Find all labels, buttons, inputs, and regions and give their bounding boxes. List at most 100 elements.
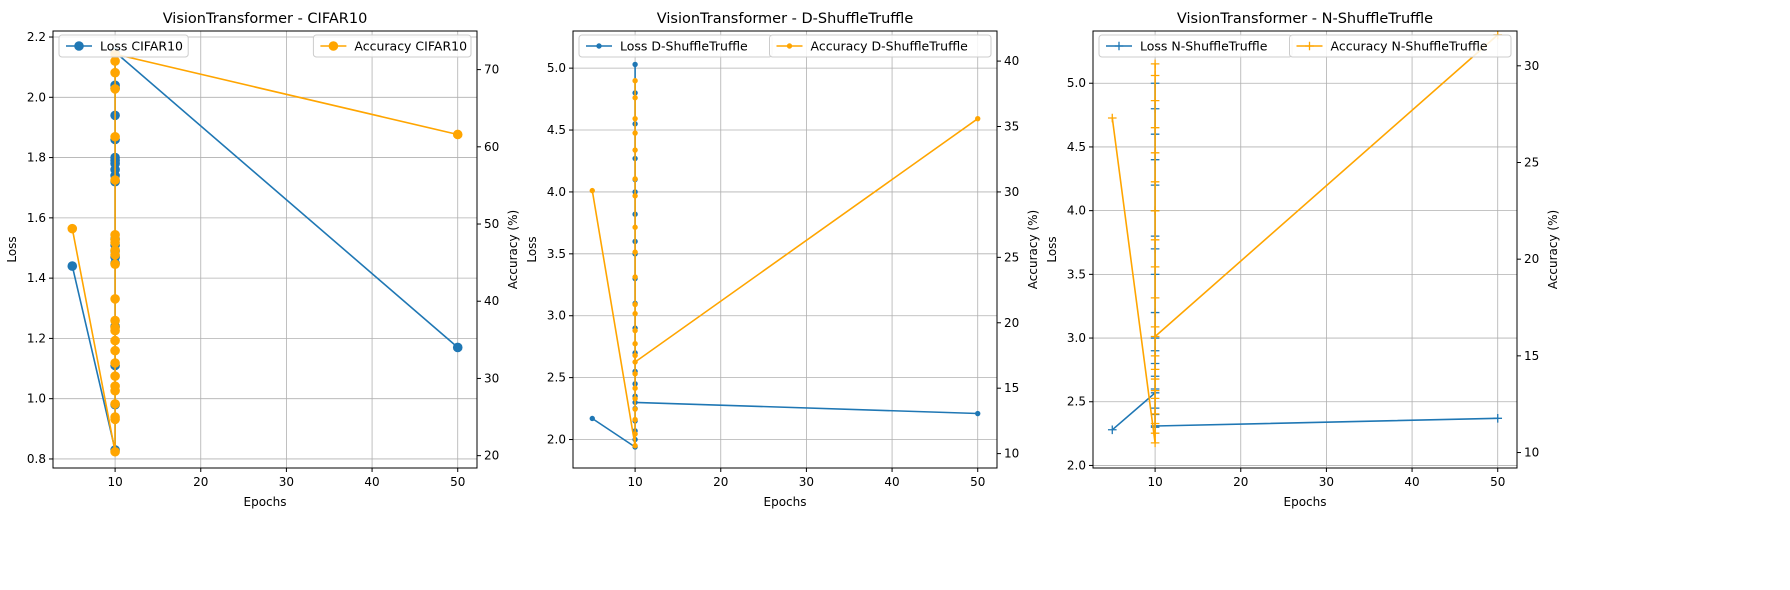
legend-marker — [328, 41, 339, 51]
y-axis-label: Loss — [5, 236, 19, 262]
legend-marker — [1305, 41, 1314, 51]
data-point — [110, 175, 120, 185]
x-tick-label: 40 — [884, 475, 899, 489]
plot-frame — [572, 30, 998, 469]
legend-loss: Loss D-ShuffleTruffle — [578, 34, 773, 58]
data-point — [632, 61, 638, 68]
x-tick-label: 50 — [1490, 475, 1505, 489]
y2-tick-label: 25 — [1004, 250, 1019, 264]
y2-tick-label: 20 — [484, 449, 499, 463]
y-tick-label: 2.2 — [27, 30, 46, 44]
y-tick-label: 4.0 — [1067, 204, 1086, 218]
data-point — [1150, 71, 1160, 80]
x-tick-label: 20 — [1233, 475, 1248, 489]
data-point — [1150, 262, 1160, 272]
data-point — [632, 359, 638, 365]
legend-label: Loss D-ShuffleTruffle — [620, 39, 748, 54]
data-point — [1150, 386, 1160, 395]
y-axis-label: Loss — [525, 236, 539, 262]
data-point — [110, 259, 120, 269]
data-point — [110, 446, 120, 457]
y-tick-label: 3.5 — [1067, 267, 1086, 281]
x-tick-label: 50 — [450, 475, 465, 489]
y-tick-label: 4.0 — [547, 185, 566, 199]
legend-box — [58, 34, 189, 58]
x-tick-label: 20 — [193, 475, 208, 489]
data-point — [1150, 394, 1160, 403]
y-tick-label: 1.2 — [27, 331, 46, 345]
data-point — [632, 249, 638, 255]
legend-loss: Loss CIFAR10 — [58, 34, 189, 58]
data-point — [1150, 374, 1160, 384]
data-point — [1150, 409, 1160, 419]
data-point — [110, 381, 120, 391]
data-point — [452, 342, 463, 353]
legend-marker — [786, 43, 793, 49]
data-point — [975, 115, 981, 122]
y2-tick-label: 25 — [1524, 155, 1539, 169]
legend-label: Loss CIFAR10 — [100, 39, 183, 54]
y2-tick-label: 50 — [484, 217, 499, 231]
legend-accuracy: Accuracy N-ShuffleTruffle — [1289, 34, 1512, 58]
y2-axis-label: Accuracy (%) — [1026, 210, 1040, 289]
legend-marker — [1114, 41, 1124, 51]
data-point — [110, 335, 120, 346]
chart-panel-2: 10 20 30 40 50 2.0 2.5 3.0 3.5 4.0 4.5 5.0 10 15 20 25 3… — [525, 11, 1040, 509]
x-tick-label: 10 — [627, 475, 642, 489]
data-point — [632, 147, 638, 153]
y2-tick-label: 30 — [1004, 185, 1019, 199]
y2-tick-label: 30 — [484, 371, 499, 385]
data-point — [589, 187, 595, 194]
data-point — [110, 294, 120, 304]
y2-tick-label: 20 — [1524, 252, 1539, 266]
y-tick-label: 0.8 — [27, 452, 46, 466]
data-point — [632, 385, 638, 391]
chart-title: VisionTransformer - CIFAR10 — [163, 11, 368, 27]
y-tick-label: 3.5 — [547, 247, 566, 261]
y2-tick-label: 70 — [484, 63, 499, 77]
data-point — [632, 310, 638, 317]
data-point — [1150, 235, 1160, 245]
y2-tick-label: 15 — [1524, 349, 1539, 363]
y2-tick-label: 10 — [1524, 446, 1539, 460]
data-point — [1150, 438, 1160, 448]
x-tick-label: 50 — [970, 475, 985, 489]
legend-accuracy: Accuracy D-ShuffleTruffle — [769, 34, 992, 58]
y-tick-label: 3.0 — [1067, 331, 1086, 345]
data-point — [452, 129, 463, 140]
y-tick-label: 3.0 — [547, 309, 566, 323]
y-tick-label: 2.5 — [547, 371, 566, 385]
y-tick-label: 2.0 — [1067, 458, 1086, 472]
x-axis-label: Epochs — [244, 495, 287, 509]
data-point — [110, 230, 120, 240]
legend-box — [1289, 34, 1512, 58]
y2-tick-label: 40 — [484, 294, 499, 308]
data-point — [632, 130, 638, 136]
legend-box — [312, 34, 472, 58]
y2-axis-label: Accuracy (%) — [1546, 210, 1560, 289]
data-point — [110, 371, 120, 381]
data-point — [632, 176, 638, 182]
chart-title: VisionTransformer - N-ShuffleTruffle — [1177, 11, 1433, 27]
data-point — [589, 415, 595, 422]
x-tick-label: 30 — [1319, 475, 1334, 489]
x-tick-label: 40 — [364, 475, 379, 489]
plot-frame — [52, 30, 478, 469]
legend-label: Accuracy D-ShuffleTruffle — [811, 39, 969, 54]
y-tick-label: 5.0 — [1067, 76, 1086, 90]
data-point — [1150, 322, 1160, 332]
data-point — [110, 345, 120, 356]
plot-frame — [1092, 30, 1518, 469]
series-line-accuracy — [591, 79, 979, 447]
data-point — [632, 443, 638, 449]
data-point — [1150, 428, 1160, 438]
series-line-loss — [71, 51, 459, 451]
x-tick-label: 10 — [107, 475, 122, 489]
y-tick-label: 1.6 — [27, 211, 46, 225]
data-point — [632, 341, 638, 347]
y-tick-label: 1.0 — [27, 392, 46, 406]
data-point — [67, 261, 78, 271]
data-point — [1150, 365, 1160, 374]
data-point — [1150, 177, 1160, 187]
legend-loss: Loss N-ShuffleTruffle — [1098, 34, 1293, 58]
